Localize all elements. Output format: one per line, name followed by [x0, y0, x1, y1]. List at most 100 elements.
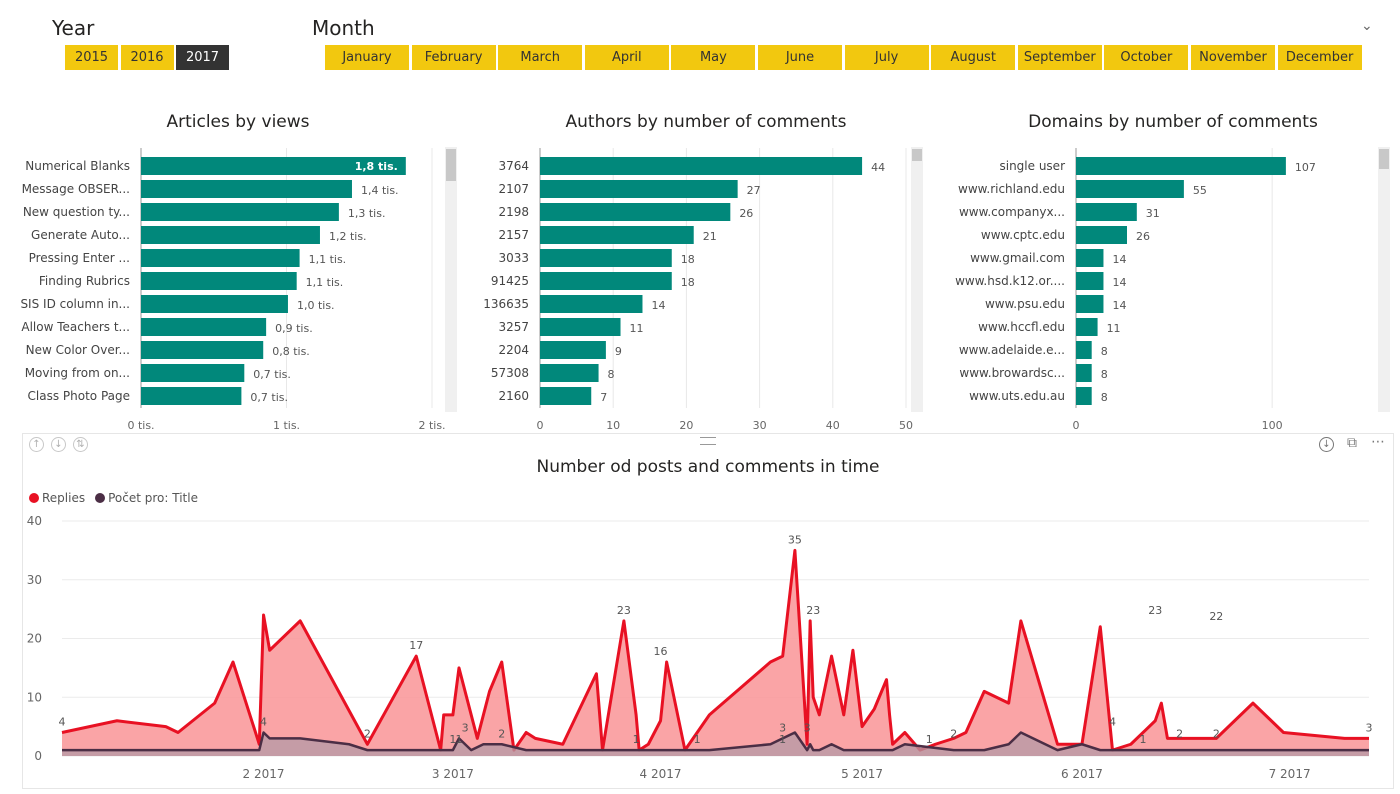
bar [141, 341, 264, 359]
x-tick-label: 100 [1262, 419, 1283, 432]
month-chip-october[interactable]: October [1104, 45, 1189, 70]
bar [1076, 203, 1137, 221]
month-chip-june[interactable]: June [758, 45, 842, 70]
data-label: 9 [615, 345, 622, 358]
year-chip-2017[interactable]: 2017 [176, 45, 229, 70]
month-chip-march[interactable]: March [498, 45, 583, 70]
data-label: 0,8 tis. [272, 345, 310, 358]
x-tick-label: 5 2017 [841, 767, 883, 781]
data-label: 4 [1109, 716, 1116, 729]
drill-down-icon[interactable]: ↓ [51, 437, 66, 452]
data-label: 2 [1213, 727, 1220, 740]
x-tick-label: 7 2017 [1269, 767, 1311, 781]
expand-hierarchy-icon[interactable]: ⇅ [73, 437, 88, 452]
month-chip-july[interactable]: July [844, 45, 929, 70]
series-area-replies [62, 550, 1369, 756]
category-label: www.hsd.k12.or.... [955, 274, 1065, 288]
data-label: 14 [1112, 253, 1126, 266]
category-label: www.psu.edu [985, 297, 1065, 311]
data-label: 1 [926, 733, 933, 746]
bar [1076, 249, 1104, 267]
category-label: 3764 [498, 159, 529, 173]
bar [1076, 180, 1184, 198]
month-chip-august[interactable]: August [931, 45, 1016, 70]
bar [540, 203, 731, 221]
bar [1076, 226, 1127, 244]
authors-scrollbar[interactable] [911, 147, 923, 412]
data-label: 1,2 tis. [329, 230, 367, 243]
data-label: 0,9 tis. [275, 322, 313, 335]
month-chip-december[interactable]: December [1277, 45, 1362, 70]
data-label: 21 [703, 230, 717, 243]
bar [540, 272, 672, 290]
data-label: 14 [651, 299, 665, 312]
data-label: 1 [694, 733, 701, 746]
articles-by-views-chart: 0 tis. 1 tis. 2 tis. Numerical Blanks 1,8 ti… [20, 148, 446, 432]
month-chip-september[interactable]: September [1017, 45, 1102, 70]
data-label: 1,0 tis. [297, 299, 335, 312]
bar [540, 226, 694, 244]
domains-chart-title: Domains by number of comments [1028, 112, 1318, 132]
x-tick-label: 0 tis. [127, 419, 154, 432]
data-label: 1,1 tis. [309, 253, 347, 266]
category-label: Moving from on... [25, 366, 130, 380]
bar [141, 295, 288, 313]
category-label: New Color Over... [26, 343, 130, 357]
x-tick-label: 0 [1073, 419, 1080, 432]
month-chip-april[interactable]: April [584, 45, 669, 70]
data-label: 1 [455, 733, 462, 746]
data-label: 1,8 tis. [355, 160, 398, 173]
data-label: 3 [1366, 721, 1373, 734]
data-label: 1 [1140, 733, 1147, 746]
articles-scrollbar[interactable] [445, 147, 457, 412]
bar [1076, 295, 1104, 313]
category-label: 57308 [491, 366, 529, 380]
year-chip-2016[interactable]: 2016 [120, 45, 174, 70]
authors-by-comments-chart: 0 10 20 30 40 50 3764 44 2107 27 2198 26 2157 21 3033 1… [483, 148, 913, 432]
month-chip-january[interactable]: January [325, 45, 409, 70]
category-label: 2204 [498, 343, 529, 357]
bar [540, 249, 672, 267]
category-label: Allow Teachers t... [21, 320, 130, 334]
bar [540, 387, 592, 405]
data-label: 55 [1193, 184, 1207, 197]
articles-chart-title: Articles by views [166, 112, 310, 132]
domains-scrollbar[interactable] [1378, 147, 1390, 412]
data-label: 8 [608, 368, 615, 381]
drill-up-icon[interactable]: ↑ [29, 437, 44, 452]
category-label: www.cptc.edu [981, 228, 1065, 242]
legend-label-title-count: Počet pro: Title [108, 491, 198, 505]
y-tick-label: 10 [27, 690, 42, 704]
data-label: 11 [1107, 322, 1121, 335]
data-label: 23 [1148, 604, 1162, 617]
bar [1076, 387, 1092, 405]
category-label: Numerical Blanks [25, 159, 130, 173]
category-label: 2198 [498, 205, 529, 219]
bar [141, 180, 352, 198]
month-chip-november[interactable]: November [1191, 45, 1275, 70]
x-tick-label: 4 2017 [640, 767, 682, 781]
y-tick-label: 20 [27, 632, 42, 646]
month-chip-february[interactable]: February [411, 45, 496, 70]
category-label: www.hccfl.edu [978, 320, 1065, 334]
chevron-down-icon[interactable]: ⌄ [1361, 18, 1373, 34]
data-label: 23 [806, 604, 820, 617]
data-label: 1,1 tis. [306, 276, 344, 289]
y-tick-label: 30 [27, 573, 42, 587]
category-label: www.gmail.com [970, 251, 1065, 265]
category-label: 2157 [498, 228, 529, 242]
bar [141, 226, 320, 244]
data-label: 27 [747, 184, 761, 197]
data-label: 26 [1136, 230, 1150, 243]
category-label: SIS ID column in... [20, 297, 130, 311]
more-options-icon[interactable]: ⋯ [1371, 434, 1385, 450]
data-label: 44 [871, 161, 885, 174]
data-label: 2 [1176, 727, 1183, 740]
drag-handle-icon[interactable] [700, 437, 716, 445]
category-label: 2107 [498, 182, 529, 196]
year-chip-2015[interactable]: 2015 [65, 45, 118, 70]
time-chart-frame [22, 433, 1394, 789]
focus-mode-icon[interactable]: ⧉ [1347, 435, 1357, 451]
month-chip-may[interactable]: May [671, 45, 756, 70]
drill-mode-icon[interactable]: ↓ [1319, 437, 1334, 452]
